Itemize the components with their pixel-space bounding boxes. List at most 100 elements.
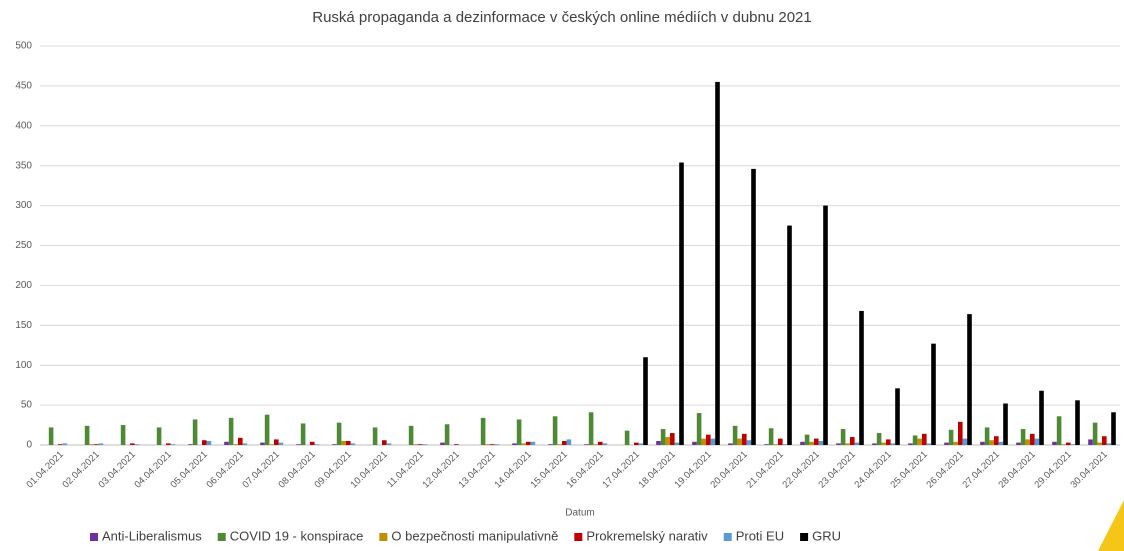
bar — [1030, 433, 1035, 445]
y-tick-label: 350 — [15, 160, 32, 171]
bar — [1056, 416, 1062, 445]
bar — [1020, 429, 1026, 445]
bar — [742, 433, 747, 445]
bar — [715, 81, 720, 445]
x-tick-label: 24.04.2021 — [853, 449, 894, 490]
bar — [233, 444, 238, 445]
x-tick-label: 25.04.2021 — [889, 449, 930, 490]
bar — [701, 438, 706, 445]
x-tick-label: 20.04.2021 — [709, 449, 750, 490]
bar — [120, 425, 126, 445]
bar — [895, 388, 900, 445]
x-tick-label: 11.04.2021 — [385, 449, 426, 490]
bar — [746, 440, 752, 445]
bar — [998, 441, 1004, 445]
bar — [917, 438, 922, 445]
bar — [512, 443, 517, 445]
bar — [1034, 438, 1040, 445]
bar — [696, 413, 702, 445]
x-tick-label: 03.04.2021 — [97, 449, 138, 490]
bar — [787, 225, 792, 445]
bar — [692, 441, 697, 445]
x-tick-label: 18.04.2021 — [637, 449, 678, 490]
legend-swatch — [379, 533, 388, 541]
bar — [1039, 390, 1044, 445]
bar — [336, 422, 342, 445]
bar — [238, 437, 243, 445]
x-tick-label: 29.04.2021 — [1033, 449, 1074, 490]
bar — [94, 444, 99, 445]
bar — [598, 441, 603, 445]
bar — [422, 444, 428, 445]
x-tick-label: 13.04.2021 — [457, 449, 498, 490]
bar — [156, 427, 162, 445]
bar — [634, 442, 639, 445]
bar — [408, 425, 414, 445]
bar — [516, 419, 522, 445]
bar — [89, 444, 94, 445]
bar — [706, 434, 711, 445]
y-tick-label: 50 — [21, 400, 33, 411]
bar — [593, 444, 598, 445]
bar — [926, 443, 932, 445]
x-tick-label: 10.04.2021 — [349, 449, 390, 490]
bar — [800, 441, 805, 445]
legend-label: Prokremelský narativ — [586, 528, 708, 543]
bar — [1092, 422, 1098, 445]
x-tick-label: 04.04.2021 — [133, 449, 174, 490]
y-tick-label: 0 — [26, 440, 32, 451]
bar — [850, 437, 855, 445]
bar — [1061, 444, 1066, 445]
bar — [710, 438, 716, 445]
bar — [679, 162, 684, 445]
bar — [1102, 436, 1107, 445]
bar — [872, 443, 877, 445]
bar — [202, 440, 207, 445]
bar — [881, 442, 886, 445]
bar — [854, 442, 860, 445]
bar — [269, 444, 274, 445]
bar — [984, 427, 990, 445]
y-tick-label: 250 — [15, 240, 32, 251]
bar — [1066, 442, 1071, 445]
legend-label: Proti EU — [736, 528, 784, 543]
bar — [562, 441, 567, 445]
bar — [814, 438, 819, 445]
bar — [809, 441, 814, 445]
bar — [242, 443, 248, 445]
bar — [1097, 442, 1102, 445]
x-tick-label: 05.04.2021 — [169, 449, 210, 490]
bar — [823, 205, 828, 445]
bar — [490, 444, 495, 445]
y-tick-label: 100 — [15, 360, 32, 371]
bar — [804, 434, 810, 445]
bar — [656, 441, 661, 445]
bar — [341, 441, 346, 445]
x-tick-label: 09.04.2021 — [313, 449, 354, 490]
bar — [264, 414, 270, 445]
bar — [643, 357, 648, 445]
y-tick-label: 500 — [15, 41, 32, 52]
legend-label: O bezpečnosti manipulativně — [391, 528, 558, 543]
bar — [845, 443, 850, 445]
bar — [130, 443, 135, 445]
bar — [989, 440, 994, 445]
bar — [1088, 439, 1093, 445]
y-tick-label: 300 — [15, 200, 32, 211]
bar — [62, 443, 68, 445]
bar — [778, 438, 783, 445]
legend-label: COVID 19 - konspirace — [230, 528, 364, 543]
bar — [58, 444, 63, 445]
bar — [764, 444, 769, 445]
bar — [912, 435, 918, 445]
x-tick-label: 28.04.2021 — [997, 449, 1038, 490]
x-tick-label: 12.04.2021 — [421, 449, 462, 490]
legend-swatch — [800, 533, 809, 541]
bar — [931, 343, 936, 445]
bar — [944, 442, 949, 445]
y-tick-label: 450 — [15, 81, 32, 92]
bar — [876, 433, 882, 445]
bar — [382, 440, 387, 445]
legend-swatch — [217, 533, 226, 541]
bar — [948, 429, 954, 445]
